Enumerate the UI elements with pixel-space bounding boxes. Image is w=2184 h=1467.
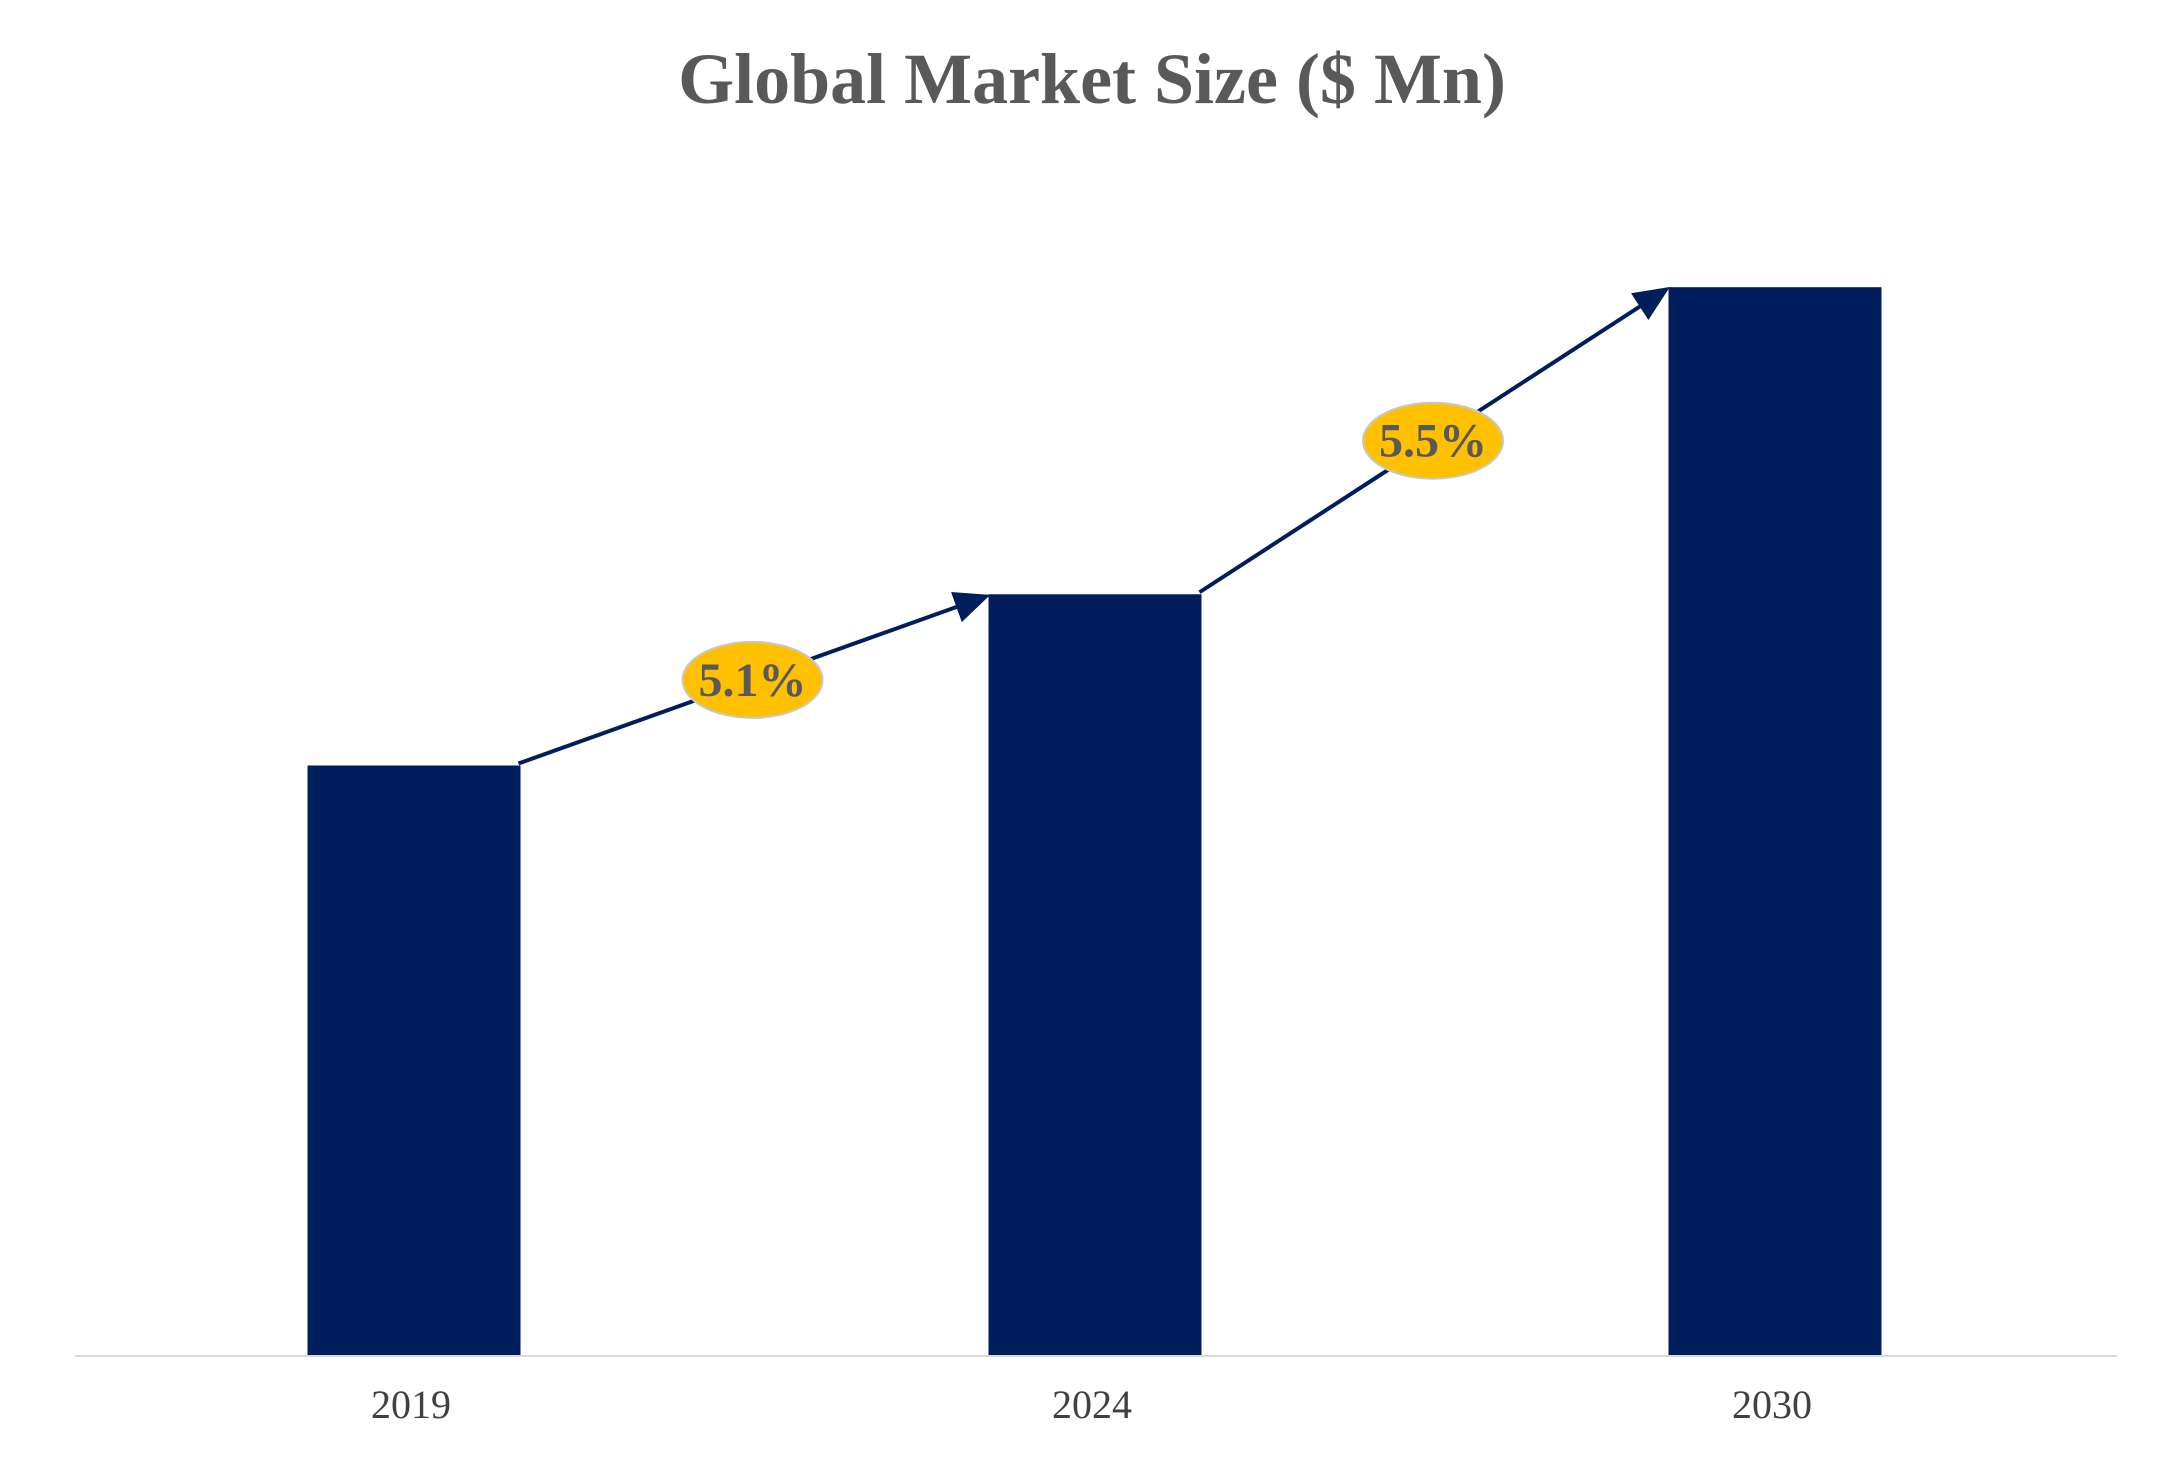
bar-2019 — [307, 765, 521, 1356]
cagr-badge — [1362, 401, 1504, 480]
cagr-badge — [681, 640, 824, 719]
x-tick-label: 2030 — [1732, 1382, 1812, 1427]
x-tick-labels: 2019 2024 2030 — [371, 1382, 1812, 1427]
growth-annotations: 5.1% 5.5% — [517, 287, 1670, 766]
chart-title: Global Market Size ($ Mn) — [678, 39, 1506, 119]
cagr-label: 5.5% — [1379, 415, 1487, 468]
bar-2030 — [1668, 287, 1882, 1356]
x-tick-label: 2024 — [1052, 1382, 1132, 1427]
bar-2024 — [988, 594, 1202, 1356]
cagr-label: 5.1% — [699, 654, 807, 707]
bars-layer — [307, 287, 1882, 1356]
x-tick-label: 2019 — [371, 1382, 451, 1427]
